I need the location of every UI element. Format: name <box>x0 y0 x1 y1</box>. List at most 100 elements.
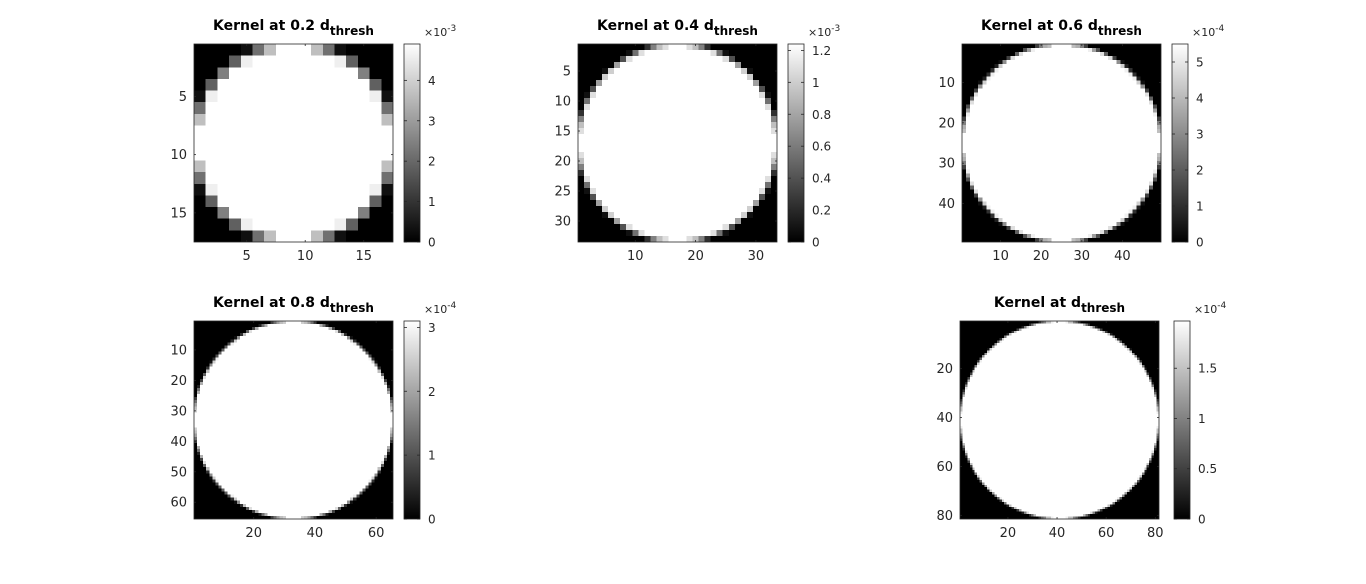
colorbar-tick-label: 0.6 <box>812 140 831 154</box>
colorbar-tick-label: 0 <box>812 236 820 250</box>
chart-title-main: Kernel at 0.4 d <box>597 18 714 34</box>
colorbar-tick-label: 4 <box>428 74 436 88</box>
colorbar <box>404 44 420 242</box>
chart-title-subscript: thresh <box>1098 24 1142 38</box>
colorbar-exponent-base: ×10 <box>1194 303 1217 316</box>
colorbar <box>404 321 420 519</box>
x-tick-label: 60 <box>1098 526 1115 541</box>
chart-title-subscript: thresh <box>1081 301 1125 315</box>
y-tick-label: 20 <box>938 116 955 131</box>
colorbar-exponent-base: ×10 <box>808 26 831 39</box>
colorbar-tick-label: 0.2 <box>812 204 831 218</box>
colorbar-tick-label: 5 <box>1196 56 1204 70</box>
x-tick-label: 80 <box>1147 526 1164 541</box>
colorbar <box>1174 321 1190 519</box>
x-tick-label: 20 <box>687 249 704 264</box>
y-tick-label: 80 <box>936 509 953 524</box>
colorbar-tick-label: 2 <box>1196 164 1204 178</box>
colorbar-tick-label: 3 <box>428 321 436 335</box>
y-tick-label: 30 <box>170 404 187 419</box>
x-tick-label: 15 <box>355 249 372 264</box>
heatmap-image <box>194 44 393 242</box>
y-tick-label: 20 <box>170 374 187 389</box>
y-tick-label: 15 <box>170 206 187 221</box>
colorbar-tick-label: 0 <box>428 513 436 527</box>
colorbar-exponent: ×10-4 <box>1194 301 1226 316</box>
colorbar-exponent-power: -4 <box>1215 24 1224 34</box>
chart-title: Kernel at 0.8 dthresh <box>213 295 374 315</box>
subplot-1: 5 10 15 5 10 15 Kernel at 0.2 dthresh 0 1 2 3 4 ×10-… <box>170 18 456 264</box>
y-tick-label: 20 <box>554 155 571 170</box>
x-tick-label: 40 <box>307 526 324 541</box>
chart-title-subscript: thresh <box>330 301 374 315</box>
colorbar-frame <box>1171 43 1189 243</box>
colorbar-tick-label: 1 <box>428 195 436 209</box>
chart-title-subscript: thresh <box>714 24 758 38</box>
colorbar <box>788 44 804 242</box>
y-tick-label: 20 <box>936 362 953 377</box>
colorbar-tick-label: 1.5 <box>1198 362 1217 376</box>
colorbar-frame <box>1173 320 1191 520</box>
chart-title-main: Kernel at d <box>994 295 1081 311</box>
y-tick-label: 50 <box>170 465 187 480</box>
colorbar-tick-label: 0.8 <box>812 108 831 122</box>
colorbar-tick-label: 1.2 <box>812 44 831 58</box>
chart-title: Kernel at dthresh <box>994 295 1125 315</box>
colorbar-tick-label: 1 <box>1198 412 1206 426</box>
x-tick-label: 60 <box>368 526 385 541</box>
colorbar-tick-label: 3 <box>1196 128 1204 142</box>
y-tick-label: 60 <box>936 460 953 475</box>
colorbar-tick-label: 0 <box>1198 513 1206 527</box>
y-tick-label: 15 <box>554 125 571 140</box>
y-tick-label: 60 <box>170 496 187 511</box>
colorbar <box>1172 44 1188 242</box>
colorbar-tick-label: 2 <box>428 385 436 399</box>
y-tick-label: 25 <box>554 185 571 200</box>
y-tick-label: 5 <box>563 65 571 80</box>
axes-frame <box>193 43 394 243</box>
x-tick-label: 10 <box>992 249 1009 264</box>
colorbar-exponent-base: ×10 <box>1192 26 1215 39</box>
colorbar-tick-label: 0.4 <box>812 172 831 186</box>
colorbar-tick-label: 0 <box>1196 236 1204 250</box>
y-tick-label: 10 <box>554 95 571 110</box>
x-tick-label: 30 <box>1074 249 1091 264</box>
x-tick-label: 10 <box>297 249 314 264</box>
y-tick-label: 40 <box>938 197 955 212</box>
colorbar-exponent-power: -4 <box>1217 301 1226 311</box>
colorbar-exponent-base: ×10 <box>424 303 447 316</box>
colorbar-exponent-base: ×10 <box>424 26 447 39</box>
colorbar-exponent: ×10-4 <box>1192 24 1224 39</box>
axes-frame <box>959 320 1160 520</box>
x-tick-label: 40 <box>1114 249 1131 264</box>
chart-title-subscript: thresh <box>330 24 374 38</box>
colorbar-tick-label: 0 <box>428 236 436 250</box>
chart-title: Kernel at 0.6 dthresh <box>981 18 1142 38</box>
y-tick-label: 10 <box>170 148 187 163</box>
colorbar-exponent-power: -3 <box>831 24 840 34</box>
x-tick-label: 20 <box>1033 249 1050 264</box>
axes-frame <box>961 43 1162 243</box>
colorbar-tick-label: 2 <box>428 155 436 169</box>
x-tick-label: 20 <box>1000 526 1017 541</box>
y-tick-label: 40 <box>170 435 187 450</box>
subplot-3: 10 20 30 40 10 20 30 40 Kernel at 0.6 dthresh 0 1 2… <box>938 18 1224 264</box>
colorbar-frame <box>403 43 421 243</box>
x-tick-label: 20 <box>245 526 262 541</box>
colorbar-frame <box>403 320 421 520</box>
colorbar-tick-label: 1 <box>428 449 436 463</box>
axes-frame <box>193 320 394 520</box>
x-tick-label: 10 <box>627 249 644 264</box>
subplot-5: 20 40 60 80 20 40 60 80 Kernel at dthresh 0 0.5 1 1.… <box>936 295 1226 541</box>
y-tick-label: 40 <box>936 411 953 426</box>
colorbar-exponent-power: -3 <box>447 24 456 34</box>
subplot-4: 20 40 60 10 20 30 40 50 60 Kernel at 0.8 dthresh 0… <box>170 295 456 541</box>
colorbar-tick-label: 4 <box>1196 92 1204 106</box>
colorbar-tick-label: 0.5 <box>1198 462 1217 476</box>
y-tick-label: 30 <box>938 157 955 172</box>
chart-title-main: Kernel at 0.8 d <box>213 295 330 311</box>
colorbar-frame <box>787 43 805 243</box>
heatmap-image <box>960 321 1159 519</box>
subplot-2: 10 20 30 5 10 15 20 25 30 Kernel at 0.4 dthresh 0 0… <box>554 18 840 264</box>
